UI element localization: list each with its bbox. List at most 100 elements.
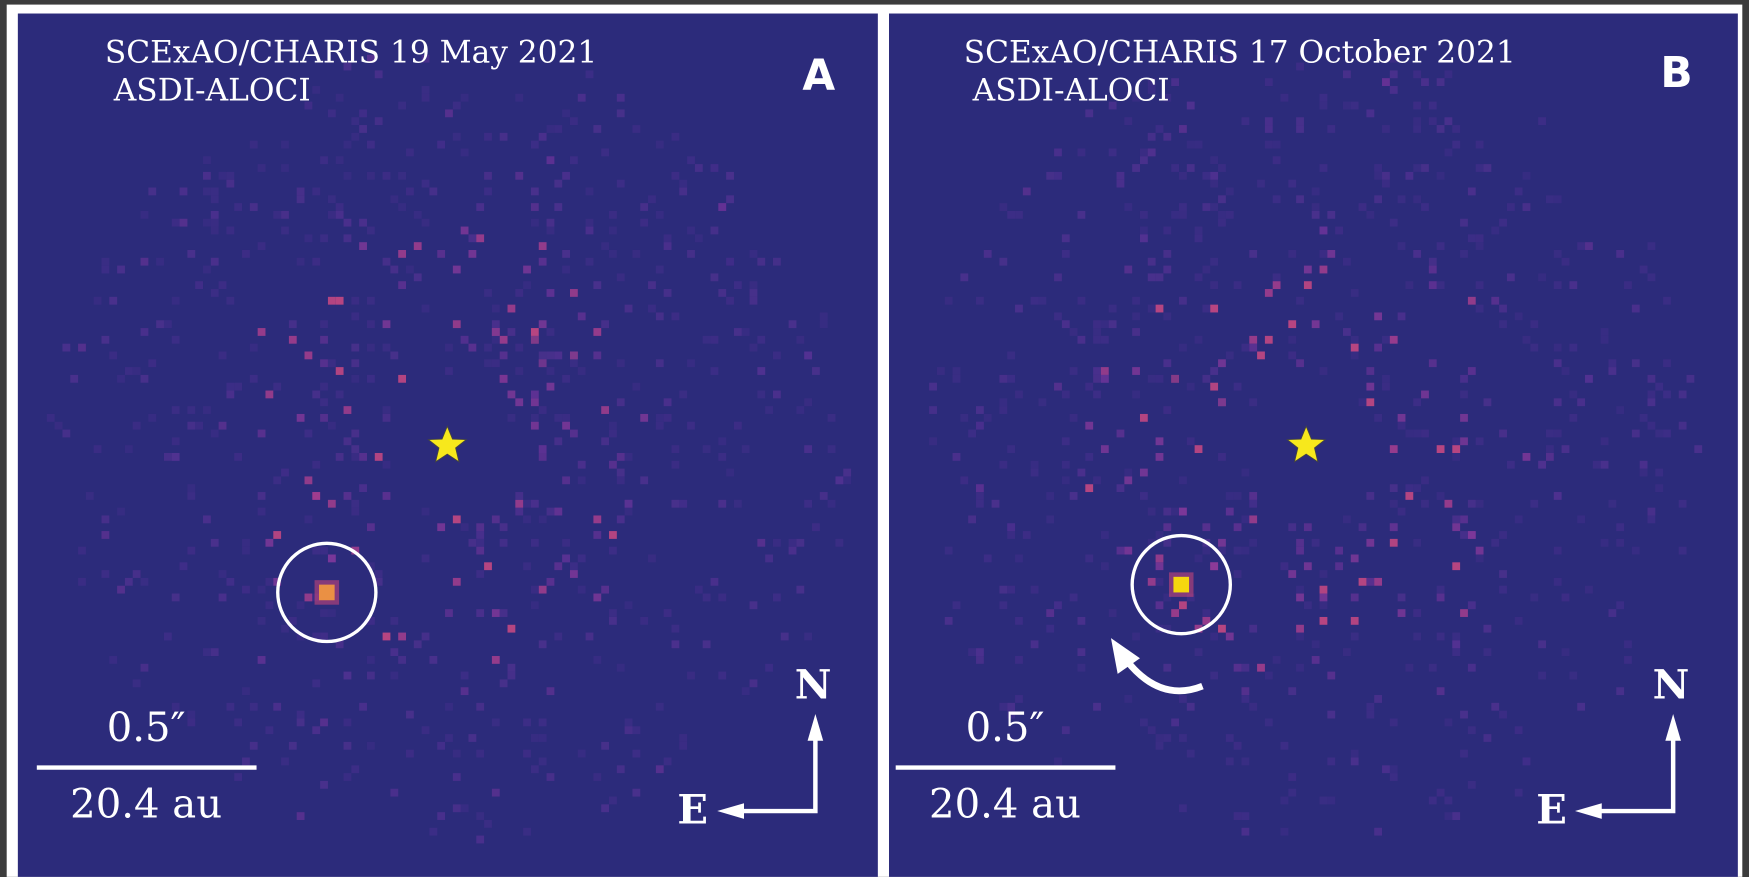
- speckle: [1054, 757, 1062, 766]
- speckle: [655, 702, 664, 711]
- speckle: [398, 101, 407, 110]
- speckle: [507, 328, 516, 336]
- speckle: [1639, 265, 1648, 274]
- speckle: [1241, 812, 1250, 820]
- speckle: [1319, 265, 1328, 274]
- speckle: [1327, 796, 1336, 805]
- speckle: [1077, 148, 1086, 157]
- speckle: [968, 429, 977, 438]
- speckle: [1382, 765, 1390, 774]
- speckle: [601, 804, 610, 813]
- speckle: [999, 406, 1008, 414]
- speckle: [320, 780, 328, 789]
- speckle: [1069, 328, 1078, 336]
- speckle: [679, 741, 688, 750]
- speckle: [335, 93, 344, 102]
- speckle: [796, 538, 805, 547]
- speckle: [249, 702, 258, 711]
- speckle: [78, 343, 86, 352]
- speckle: [1077, 663, 1086, 672]
- speckle: [1382, 335, 1390, 344]
- speckle: [640, 218, 649, 227]
- speckle: [1491, 226, 1500, 235]
- speckle: [788, 546, 797, 555]
- speckle: [1054, 171, 1062, 180]
- speckle: [1553, 249, 1562, 258]
- speckle: [460, 523, 469, 532]
- speckle: [1522, 757, 1531, 766]
- speckle: [804, 632, 813, 641]
- speckle: [1553, 546, 1562, 555]
- speckle: [366, 54, 375, 63]
- speckle: [1093, 328, 1101, 336]
- speckle: [327, 609, 336, 617]
- speckle: [1452, 523, 1461, 532]
- speckle: [757, 390, 766, 399]
- speckle: [1475, 281, 1484, 290]
- speckle: [507, 671, 516, 680]
- speckle: [1241, 117, 1250, 126]
- speckle: [242, 546, 250, 555]
- speckle: [1077, 335, 1086, 344]
- speckle: [1288, 773, 1297, 781]
- speckle: [1514, 187, 1523, 196]
- speckle: [609, 226, 617, 235]
- speckle: [1335, 562, 1343, 571]
- speckle: [476, 570, 485, 578]
- speckle: [1124, 117, 1133, 126]
- speckle: [1639, 460, 1648, 469]
- speckle: [327, 195, 336, 204]
- speckle: [281, 226, 289, 235]
- speckle: [718, 671, 727, 680]
- speckle: [983, 249, 992, 258]
- speckle: [288, 741, 297, 750]
- speckle: [273, 476, 282, 485]
- speckle: [452, 804, 461, 813]
- speckle: [1007, 210, 1016, 219]
- speckle: [1678, 390, 1687, 399]
- speckle: [1335, 546, 1343, 555]
- panel-a: SCExAO/CHARIS 19 May 2021 ASDI-ALOCI A 0…: [17, 13, 878, 877]
- speckle: [1491, 538, 1500, 547]
- speckle: [452, 101, 461, 110]
- speckle: [929, 406, 937, 414]
- speckle: [1663, 429, 1671, 438]
- speckle: [273, 702, 282, 711]
- speckle: [390, 195, 399, 204]
- speckle: [335, 296, 344, 305]
- speckle: [952, 367, 961, 375]
- speckle: [1460, 749, 1468, 758]
- speckle: [124, 577, 133, 586]
- speckle: [366, 171, 375, 180]
- speckle: [1163, 265, 1172, 274]
- speckle: [382, 632, 391, 641]
- speckle: [140, 663, 149, 672]
- speckle: [445, 367, 453, 375]
- speckle: [569, 117, 578, 126]
- speckle: [1647, 507, 1656, 516]
- speckle: [1350, 757, 1359, 766]
- speckle: [687, 249, 695, 258]
- speckle: [1061, 476, 1070, 485]
- speckle: [1358, 523, 1367, 532]
- speckle: [320, 234, 328, 243]
- speckle: [1163, 663, 1172, 672]
- speckle: [296, 718, 305, 727]
- speckle: [1085, 554, 1094, 563]
- speckle: [1545, 195, 1554, 204]
- speckle: [484, 819, 492, 828]
- speckle: [234, 718, 243, 727]
- speckle: [1124, 546, 1133, 555]
- speckle: [312, 679, 321, 688]
- speckle: [1452, 640, 1461, 649]
- speckle: [210, 210, 219, 219]
- speckle: [343, 773, 352, 781]
- speckle: [421, 304, 430, 313]
- speckle: [343, 437, 352, 446]
- speckle: [351, 343, 360, 352]
- speckle: [530, 390, 539, 399]
- speckle: [726, 171, 734, 180]
- speckle: [1514, 726, 1523, 735]
- speckle: [1108, 148, 1117, 157]
- speckle: [288, 616, 297, 625]
